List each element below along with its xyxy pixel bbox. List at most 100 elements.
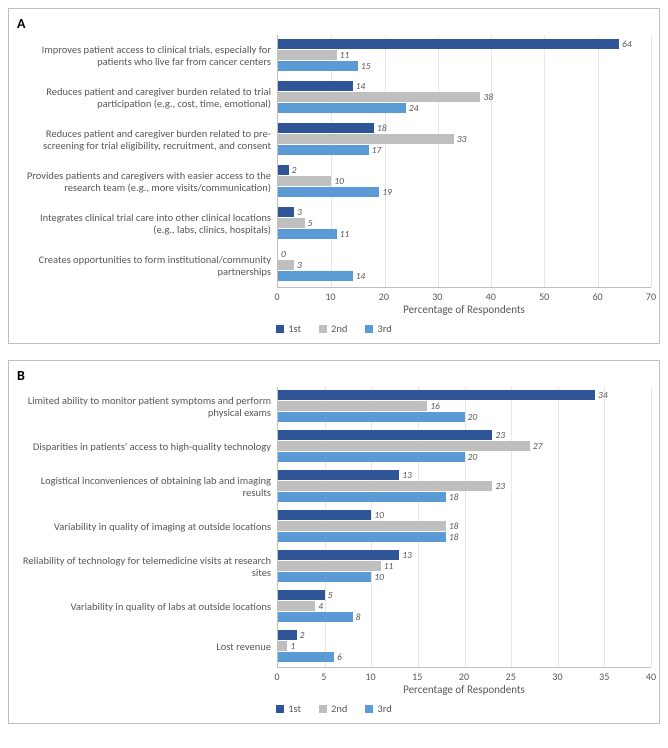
legend-label: 2nd bbox=[331, 702, 347, 715]
legend: 1st 2nd 3rd bbox=[17, 702, 651, 719]
bar-value-label: 13 bbox=[399, 469, 412, 481]
bar-group: 101818 bbox=[278, 507, 651, 547]
x-tick: 0 bbox=[274, 670, 279, 683]
bar-group: 2 10 19 bbox=[278, 161, 651, 203]
legend-swatch bbox=[365, 325, 373, 333]
bar-first: 5 bbox=[278, 590, 325, 600]
bar-value-label: 15 bbox=[358, 60, 371, 72]
category-label: Variability in quality of imaging at out… bbox=[17, 507, 277, 547]
bar-value-label: 8 bbox=[353, 611, 361, 623]
bar-first: 2 bbox=[278, 165, 289, 175]
legend-label: 1st bbox=[288, 702, 301, 715]
bar-value-label: 16 bbox=[427, 400, 440, 412]
x-axis-title: Percentage of Respondents bbox=[277, 683, 651, 696]
legend-label: 3rd bbox=[377, 702, 391, 715]
bar-third: 6 bbox=[278, 652, 334, 662]
bar-value-label: 14 bbox=[353, 270, 366, 282]
x-tick: 5 bbox=[321, 670, 326, 683]
bar-group: 216 bbox=[278, 627, 651, 667]
bar-second: 4 bbox=[278, 601, 315, 611]
category-label: Reliability of technology for telemedici… bbox=[17, 547, 277, 587]
bar-group: 132318 bbox=[278, 467, 651, 507]
bar-second: 1 bbox=[278, 641, 287, 651]
bar-value-label: 5 bbox=[305, 217, 313, 229]
bar-third: 8 bbox=[278, 612, 353, 622]
bar-first: 13 bbox=[278, 470, 399, 480]
bar-value-label: 2 bbox=[297, 629, 305, 641]
bar-value-label: 20 bbox=[465, 451, 478, 463]
x-tick: 10 bbox=[365, 670, 375, 683]
bar-value-label: 18 bbox=[446, 491, 459, 503]
bar-second: 23 bbox=[278, 481, 492, 491]
legend: 1st 2nd 3rd bbox=[17, 322, 651, 339]
bar-group: 641115 bbox=[278, 35, 651, 77]
bar-value-label: 2 bbox=[289, 164, 297, 176]
category-label: Integrates clinical trial care into othe… bbox=[17, 203, 277, 245]
x-tick: 20 bbox=[379, 290, 389, 303]
bar-third: 20 bbox=[278, 412, 465, 422]
x-axis-title: Percentage of Respondents bbox=[277, 303, 651, 316]
legend-swatch bbox=[365, 705, 373, 713]
category-label: Limited ability to monitor patient sympt… bbox=[17, 387, 277, 427]
gridline bbox=[651, 387, 652, 667]
legend-item-third: 3rd bbox=[365, 322, 391, 335]
bar-value-label: 4 bbox=[315, 600, 323, 612]
category-label: Variability in quality of labs at outsid… bbox=[17, 587, 277, 627]
bar-second: 27 bbox=[278, 441, 530, 451]
bar-value-label: 18 bbox=[446, 531, 459, 543]
bar-value-label: 5 bbox=[325, 589, 333, 601]
category-label: Logistical inconveniences of obtaining l… bbox=[17, 467, 277, 507]
legend-label: 1st bbox=[288, 322, 301, 335]
bar-first: 10 bbox=[278, 510, 371, 520]
bar-third: 14 bbox=[278, 271, 353, 281]
legend-item-first: 1st bbox=[276, 702, 301, 715]
bar-third: 24 bbox=[278, 103, 406, 113]
bar-first: 3 bbox=[278, 207, 294, 217]
bar-value-label: 1 bbox=[287, 640, 295, 652]
bar-first: 23 bbox=[278, 430, 492, 440]
legend-swatch bbox=[319, 705, 327, 713]
bar-value-label: 19 bbox=[379, 186, 392, 198]
x-tick: 30 bbox=[552, 670, 562, 683]
bar-value-label: 14 bbox=[353, 80, 366, 92]
bar-first: 13 bbox=[278, 550, 399, 560]
x-tick: 40 bbox=[646, 670, 656, 683]
x-tick: 60 bbox=[592, 290, 602, 303]
bar-value-label: 27 bbox=[530, 440, 543, 452]
bar-second: 38 bbox=[278, 92, 480, 102]
bar-second: 3 bbox=[278, 260, 294, 270]
bar-value-label: 34 bbox=[595, 389, 608, 401]
x-tick: 40 bbox=[486, 290, 496, 303]
plot-area: 6411151438241833172101935110314 bbox=[277, 35, 651, 287]
bar-second: 11 bbox=[278, 50, 337, 60]
x-tick: 0 bbox=[274, 290, 279, 303]
x-tick: 20 bbox=[459, 670, 469, 683]
bar-value-label: 17 bbox=[369, 144, 382, 156]
bar-group: 548 bbox=[278, 587, 651, 627]
bar-group: 232720 bbox=[278, 427, 651, 467]
panel-label: B bbox=[17, 367, 25, 384]
bar-value-label: 0 bbox=[278, 248, 286, 260]
bar-third: 10 bbox=[278, 572, 371, 582]
panel-label: A bbox=[17, 15, 25, 32]
bar-value-label: 3 bbox=[294, 206, 302, 218]
bar-value-label: 10 bbox=[371, 509, 384, 521]
chart-panel: A Improves patient access to clinical tri… bbox=[8, 8, 660, 344]
plot-area: 341620232720132318101818131110548216 bbox=[277, 387, 651, 667]
legend-item-third: 3rd bbox=[365, 702, 391, 715]
legend-item-second: 2nd bbox=[319, 322, 347, 335]
bar-value-label: 10 bbox=[331, 175, 344, 187]
category-label: Improves patient access to clinical tria… bbox=[17, 35, 277, 77]
bar-value-label: 6 bbox=[334, 651, 342, 663]
bar-third: 20 bbox=[278, 452, 465, 462]
bar-value-label: 20 bbox=[465, 411, 478, 423]
bar-first: 2 bbox=[278, 630, 297, 640]
bar-second: 18 bbox=[278, 521, 446, 531]
bar-group: 183317 bbox=[278, 119, 651, 161]
bar-value-label: 23 bbox=[492, 429, 505, 441]
x-tick: 15 bbox=[412, 670, 422, 683]
bar-third: 15 bbox=[278, 61, 358, 71]
x-tick: 35 bbox=[599, 670, 609, 683]
bar-third: 18 bbox=[278, 492, 446, 502]
bar-first: 14 bbox=[278, 81, 353, 91]
